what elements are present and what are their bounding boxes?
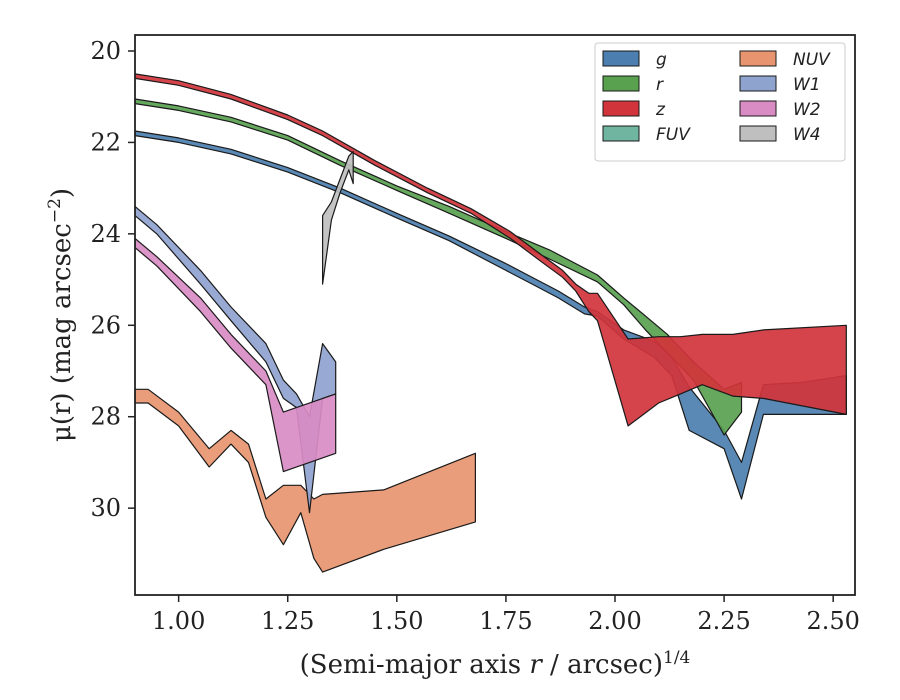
legend-swatch-w4 xyxy=(739,125,777,142)
x-tick-label: 2.00 xyxy=(588,607,641,635)
band-z xyxy=(134,73,847,427)
legend-frame xyxy=(594,42,846,162)
x-tick-label: 2.50 xyxy=(806,607,859,635)
legend-label-r: r xyxy=(656,75,664,95)
x-tick-label: 2.25 xyxy=(697,607,750,635)
band-nuv xyxy=(134,388,476,573)
legend-swatch-nuv xyxy=(739,50,777,67)
legend-swatch-w2 xyxy=(739,100,777,117)
legend: grz FUV NUV W1 W2 W4 xyxy=(594,42,846,162)
y-tick-label: 20 xyxy=(90,37,121,65)
legend-swatch-fuv xyxy=(602,125,640,142)
legend-swatch-g xyxy=(602,50,640,67)
y-tick-label: 28 xyxy=(90,403,121,431)
band-w4 xyxy=(322,151,354,285)
y-axis: 20 22 24 26 28 30 xyxy=(90,37,135,522)
legend-swatch-r xyxy=(602,75,640,92)
y-tick-label: 30 xyxy=(90,494,121,522)
legend-label-fuv: FUV xyxy=(656,125,691,145)
plot-frame xyxy=(134,34,856,596)
x-axis: 1.00 1.25 1.50 1.75 2.00 2.25 2.50 xyxy=(152,595,860,635)
series-bands xyxy=(134,73,847,573)
x-tick-label: 1.50 xyxy=(370,607,423,635)
y-axis-title: μ(r) (mag arcsec−2) xyxy=(45,188,77,442)
x-tick-label: 1.25 xyxy=(261,607,314,635)
legend-swatch-w1 xyxy=(739,75,777,92)
legend-label-z: z xyxy=(655,100,666,120)
x-tick-label: 1.00 xyxy=(152,607,205,635)
legend-label-g: g xyxy=(656,50,667,70)
legend-label-w4: W4 xyxy=(793,125,821,145)
legend-label-w1: W1 xyxy=(793,75,821,95)
legend-label-w2: W2 xyxy=(793,100,821,120)
y-tick-label: 24 xyxy=(90,220,121,248)
y-tick-label: 26 xyxy=(90,311,121,339)
y-tick-label: 22 xyxy=(90,128,121,156)
band-w1 xyxy=(134,205,337,514)
band-r xyxy=(134,98,743,436)
legend-label-nuv: NUV xyxy=(793,50,831,70)
x-tick-label: 1.75 xyxy=(479,607,532,635)
legend-swatch-z xyxy=(602,100,640,117)
band-w2 xyxy=(134,237,337,473)
x-axis-title: (Semi-major axis r / arcsec)1/4 xyxy=(300,648,691,680)
